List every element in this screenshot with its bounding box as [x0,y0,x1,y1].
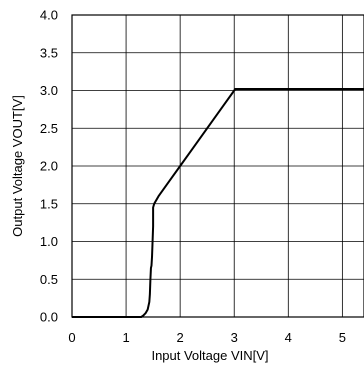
y-grid-lines [72,52,364,280]
x-tick-label: 3 [231,330,238,345]
series-line [72,87,364,318]
y-tick-label: 3.0 [40,83,58,98]
y-tick-labels: 0.0 0.5 1.0 1.5 2.0 2.5 3.0 3.5 4.0 [40,8,58,325]
x-axis-title: Input Voltage VIN[V] [151,348,268,363]
x-tick-label: 5 [339,330,346,345]
x-tick-labels: 0 1 2 3 4 5 [68,330,346,345]
y-tick-label: 0.0 [40,310,58,325]
y-tick-label: 1.0 [40,234,58,249]
y-tick-label: 2.0 [40,159,58,174]
plot-frame [71,14,364,318]
y-tick-label: 0.5 [40,272,58,287]
x-tick-label: 0 [68,330,75,345]
y-tick-label: 1.5 [40,196,58,211]
y-tick-label: 3.5 [40,45,58,60]
y-tick-label: 4.0 [40,8,58,23]
y-tick-label: 2.5 [40,121,58,136]
x-tick-label: 2 [177,330,184,345]
y-axis-title: Output Voltage VOUT[V] [10,95,25,237]
series-group [72,87,364,318]
x-tick-label: 1 [122,330,129,345]
x-tick-label: 4 [285,330,292,345]
